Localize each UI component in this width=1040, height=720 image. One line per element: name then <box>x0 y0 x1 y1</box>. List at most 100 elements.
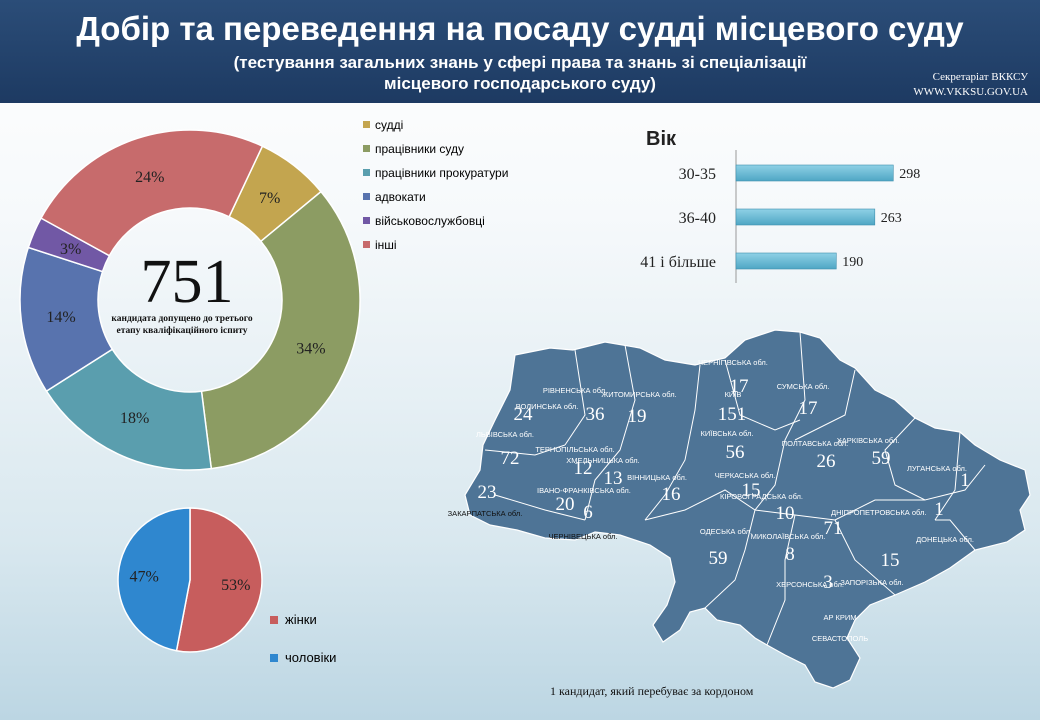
pie-slice <box>200 190 361 470</box>
map-region-name: КІРОВОГРАДСЬКА обл. <box>720 492 803 501</box>
map-region-count: 36 <box>585 404 605 425</box>
legend-swatch <box>363 217 370 224</box>
map-region-count: 19 <box>627 406 647 427</box>
age-category-label: 41 і більше <box>640 254 716 271</box>
total-caption-line-2: етапу кваліфікаційного іспиту <box>116 325 247 336</box>
legend-label: працівники прокуратури <box>375 166 509 180</box>
map-region-count: 16 <box>661 484 681 505</box>
legend-item-women: жінки <box>270 612 336 650</box>
subtitle-line-1: (тестування загальних знань у сфері прав… <box>233 53 807 72</box>
map-region-name: СЕВАСТОПОЛЬ <box>811 634 869 643</box>
total-caption-line-1: кандидата допущено до третього <box>111 314 252 324</box>
legend-swatch <box>363 145 370 152</box>
pie-label: 7% <box>259 190 280 207</box>
pie-label: 24% <box>135 169 164 186</box>
map-region-count: 72 <box>500 448 520 469</box>
legend-swatch <box>270 654 278 662</box>
legend-label: чоловіки <box>285 650 337 665</box>
map-region-name: ХЕРСОНСЬКА обл. <box>776 580 844 589</box>
age-category-label: 36-40 <box>679 210 716 227</box>
map-region-borders <box>484 331 986 646</box>
legend-swatch <box>363 169 370 176</box>
map-region-count: 6 <box>583 502 593 523</box>
map-region-name: ПОЛТАВСЬКА обл. <box>781 439 849 448</box>
website-link[interactable]: WWW.VKKSU.GOV.UA <box>913 86 1028 98</box>
map-region-name: МИКОЛАЇВСЬКА обл. <box>750 532 826 541</box>
map-region-name: ЧЕРНІГІВСЬКА обл. <box>698 358 768 367</box>
age-bar <box>735 252 837 270</box>
age-bar <box>735 208 876 226</box>
age-bar-value: 190 <box>842 255 863 270</box>
map-region-name: ДОНЕЦЬКА обл. <box>916 535 974 544</box>
map-region-name: РІВНЕНСЬКА обл. <box>542 386 608 395</box>
legend-swatch <box>363 193 370 200</box>
map-outline <box>464 329 1031 689</box>
map-region-count: 10 <box>775 503 795 524</box>
map-region-name: ДНІПРОПЕТРОВСЬКА обл. <box>831 508 927 517</box>
map-region-name: ВОЛИНСЬКА обл. <box>515 402 579 411</box>
map-region-count: 59 <box>708 548 728 569</box>
map-region-count: 12 <box>573 458 593 479</box>
legend-label: судді <box>375 118 404 132</box>
secretariat-name: Секретаріат ВККСУ <box>932 71 1028 83</box>
pie-label: 3% <box>60 241 81 258</box>
map-region-name: ТЕРНОПІЛЬСЬКА обл. <box>535 445 615 454</box>
map-region-count: 151 <box>717 404 747 425</box>
map-region-name: ВІННИЦЬКА обл. <box>627 473 687 482</box>
map-region-name: ХМЕЛЬНИЦЬКА обл. <box>566 456 640 465</box>
map-region-count: 8 <box>785 544 795 565</box>
legend-label: військовослужбовці <box>375 214 485 228</box>
map-region-count: 17 <box>798 398 818 419</box>
pie-label: 18% <box>120 410 149 427</box>
pie-label: 53% <box>221 577 250 594</box>
legend-swatch <box>363 241 370 248</box>
subtitle-line-2: місцевого господарського суду) <box>384 74 656 93</box>
map-region-count: 20 <box>555 494 575 515</box>
map-region-name: СУМСЬКА обл. <box>776 382 830 391</box>
age-bar-value: 263 <box>881 211 902 226</box>
map-region-name: АР КРИМ <box>823 613 857 622</box>
page-title: Добір та переведення на посаду судді міс… <box>76 10 964 47</box>
legend-swatch <box>363 121 370 128</box>
page-subtitle: (тестування загальних знань у сфері прав… <box>200 52 840 94</box>
map-region-name: ЖИТОМИРСЬКА обл. <box>601 390 677 399</box>
ukraine-map <box>464 329 1031 689</box>
map-region-name: ЗАПОРІЗЬКА обл. <box>840 578 904 587</box>
map-region-name: ЗАКАРПАТСЬКА обл. <box>447 509 523 518</box>
legend-label: адвокати <box>375 190 426 204</box>
map-region-count: 17 <box>729 376 749 397</box>
header-banner: Добір та переведення на посаду судді міс… <box>0 0 1040 103</box>
pie-label: 34% <box>296 340 325 357</box>
donut-legend: судді працівники суду працівники прокура… <box>363 118 508 262</box>
map-region-name: ЛЬВІВСЬКА обл. <box>475 430 535 439</box>
legend-label: жінки <box>285 612 317 627</box>
map-region-count: 3 <box>823 572 833 593</box>
age-bar-chart: 30-35 298 36-40 263 41 і більше 190 <box>640 150 920 283</box>
legend-item-court-staff: працівники суду <box>363 142 508 166</box>
legend-item-men: чоловіки <box>270 650 336 688</box>
map-region-name: ХАРКІВСЬКА обл. <box>836 436 900 445</box>
gender-legend: жінки чоловіки <box>270 612 336 688</box>
map-region-count: 71 <box>823 518 843 539</box>
age-bar <box>735 164 894 182</box>
legend-item-military: військовослужбовці <box>363 214 508 238</box>
map-region-name: ЛУГАНСЬКА обл. <box>906 464 968 473</box>
legend-label: працівники суду <box>375 142 464 156</box>
age-chart-title: Вік <box>646 128 677 150</box>
total-candidates: 751 <box>141 248 234 316</box>
legend-label: інші <box>375 238 397 252</box>
legend-item-lawyers: адвокати <box>363 190 508 214</box>
pie-label: 47% <box>130 568 159 585</box>
map-region-name: КИЇВСЬКА обл. <box>700 429 754 438</box>
legend-item-other: інші <box>363 238 508 262</box>
footnote: 1 кандидат, який перебуває за кордоном <box>550 684 754 698</box>
map-region-count: 15 <box>880 550 900 571</box>
pie-label: 14% <box>46 309 75 326</box>
map-region-name: ОДЕСЬКА обл. <box>699 527 753 536</box>
map-region-name: КИЇВ <box>724 390 742 399</box>
map-region-count: 24 <box>513 404 533 425</box>
legend-item-judges: судді <box>363 118 508 142</box>
map-region-count: 1 <box>960 470 970 491</box>
map-region-count: 56 <box>725 442 745 463</box>
